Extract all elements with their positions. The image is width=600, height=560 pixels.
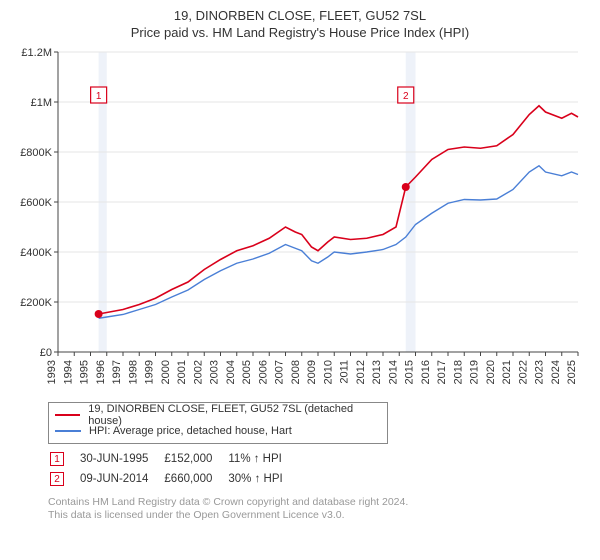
svg-text:2024: 2024 <box>550 360 562 384</box>
sale-price: £660,000 <box>164 470 226 488</box>
svg-text:2019: 2019 <box>469 360 481 384</box>
svg-text:1998: 1998 <box>127 360 139 384</box>
svg-text:1: 1 <box>96 91 102 102</box>
svg-text:2016: 2016 <box>420 360 432 384</box>
sale-vs-hpi: 30% ↑ HPI <box>228 470 296 488</box>
chart-svg: £0 £200K £400K £600K £800K £1M £1.2M 1993 1994 19… <box>12 46 588 396</box>
legend: 19, DINORBEN CLOSE, FLEET, GU52 7SL (det… <box>48 402 388 444</box>
svg-text:2001: 2001 <box>176 360 188 384</box>
price-chart: £0 £200K £400K £600K £800K £1M £1.2M 1993 1994 19… <box>12 46 588 396</box>
svg-text:1994: 1994 <box>62 360 74 384</box>
table-row: 2 09-JUN-2014£660,00030% ↑ HPI <box>50 470 297 488</box>
legend-label: 19, DINORBEN CLOSE, FLEET, GU52 7SL (det… <box>88 403 381 427</box>
svg-text:£800K: £800K <box>20 147 52 159</box>
page-subtitle: Price paid vs. HM Land Registry's House … <box>12 25 588 40</box>
svg-text:2003: 2003 <box>209 360 221 384</box>
legend-row: 19, DINORBEN CLOSE, FLEET, GU52 7SL (det… <box>55 407 381 423</box>
legend-label: HPI: Average price, detached house, Hart <box>89 425 292 437</box>
svg-text:1993: 1993 <box>46 360 58 384</box>
svg-text:2002: 2002 <box>192 360 204 384</box>
svg-text:1999: 1999 <box>144 360 156 384</box>
svg-text:2: 2 <box>403 91 409 102</box>
legend-swatch <box>55 430 81 432</box>
sale-date: 30-JUN-1995 <box>80 450 162 468</box>
svg-text:2015: 2015 <box>404 360 416 384</box>
svg-text:2009: 2009 <box>306 360 318 384</box>
svg-text:2011: 2011 <box>339 360 351 384</box>
svg-text:2023: 2023 <box>534 360 546 384</box>
svg-text:2014: 2014 <box>387 360 399 384</box>
svg-text:2004: 2004 <box>225 360 237 384</box>
svg-text:£600K: £600K <box>20 197 52 209</box>
svg-text:1996: 1996 <box>95 360 107 384</box>
sales-table: 1 30-JUN-1995£152,00011% ↑ HPI 2 09-JUN-201… <box>48 448 299 490</box>
svg-text:£400K: £400K <box>20 247 52 259</box>
svg-text:2025: 2025 <box>566 360 578 384</box>
sale-date: 09-JUN-2014 <box>80 470 162 488</box>
sale-marker: 1 <box>50 452 64 466</box>
footnote: Contains HM Land Registry data © Crown c… <box>48 496 588 522</box>
svg-text:2017: 2017 <box>436 360 448 384</box>
svg-text:2010: 2010 <box>322 360 334 384</box>
svg-text:2005: 2005 <box>241 360 253 384</box>
sale-vs-hpi: 11% ↑ HPI <box>228 450 296 468</box>
svg-text:£0: £0 <box>40 347 52 359</box>
svg-text:2020: 2020 <box>485 360 497 384</box>
svg-text:2013: 2013 <box>371 360 383 384</box>
svg-text:£1.2M: £1.2M <box>21 47 52 59</box>
sale-price: £152,000 <box>164 450 226 468</box>
svg-text:2018: 2018 <box>452 360 464 384</box>
sale-marker: 2 <box>50 472 64 486</box>
legend-swatch <box>55 414 80 416</box>
svg-text:2022: 2022 <box>517 360 529 384</box>
svg-text:£200K: £200K <box>20 297 52 309</box>
svg-text:2006: 2006 <box>257 360 269 384</box>
page-title: 19, DINORBEN CLOSE, FLEET, GU52 7SL <box>12 8 588 23</box>
svg-text:£1M: £1M <box>31 97 52 109</box>
svg-text:2008: 2008 <box>290 360 302 384</box>
svg-text:2021: 2021 <box>501 360 513 384</box>
svg-text:2000: 2000 <box>160 360 172 384</box>
svg-text:1995: 1995 <box>79 360 91 384</box>
footnote-line: Contains HM Land Registry data © Crown c… <box>48 496 588 509</box>
svg-text:1997: 1997 <box>111 360 123 384</box>
table-row: 1 30-JUN-1995£152,00011% ↑ HPI <box>50 450 297 468</box>
svg-text:2007: 2007 <box>274 360 286 384</box>
footnote-line: This data is licensed under the Open Gov… <box>48 509 588 522</box>
svg-text:2012: 2012 <box>355 360 367 384</box>
